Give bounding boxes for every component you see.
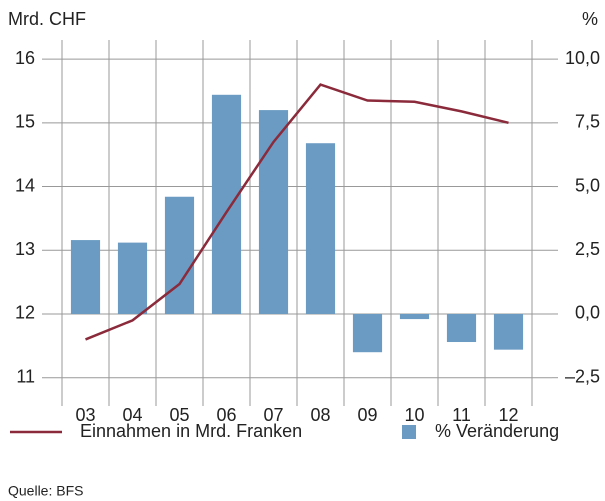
source: Quelle: BFS (8, 483, 83, 499)
y-tick-label: 15 (15, 112, 35, 132)
bar (352, 313, 383, 353)
bar (305, 143, 336, 314)
bar (446, 313, 477, 343)
y-tick-label: 12 (15, 303, 35, 323)
bar (399, 313, 430, 320)
x-tick-label: 05 (169, 405, 189, 425)
x-tick-label: 08 (310, 405, 330, 425)
x-tick-label: 11 (452, 405, 471, 425)
x-tick-label: 10 (404, 405, 424, 425)
bar (211, 94, 242, 314)
bar (117, 242, 148, 314)
y-tick-label: 14 (15, 175, 35, 195)
y2-tick-label: 10,0 (565, 48, 600, 68)
y-tick-label: 11 (16, 366, 35, 386)
x-tick-label: 03 (75, 405, 95, 425)
legend-label: % Veränderung (435, 421, 559, 441)
legend-swatch (402, 425, 416, 439)
x-tick-label: 12 (498, 405, 518, 425)
y2-axis-label: % (582, 9, 598, 29)
x-tick-label: 07 (263, 405, 283, 425)
y-tick-label: 16 (15, 48, 35, 68)
y2-tick-label: 7,5 (575, 112, 600, 132)
bar (493, 313, 524, 350)
bar (164, 196, 195, 314)
y2-tick-label: 0,0 (575, 303, 600, 323)
x-tick-label: 06 (216, 405, 236, 425)
line (85, 83, 509, 341)
y-tick-label: 13 (15, 239, 35, 259)
legend-label: Einnahmen in Mrd. Franken (80, 421, 302, 441)
y2-tick-label: 5,0 (575, 175, 600, 195)
x-tick-label: 04 (122, 405, 142, 425)
x-tick-label: 09 (357, 405, 377, 425)
bar (70, 240, 101, 314)
y-axis-label: Mrd. CHF (8, 9, 86, 29)
y2-tick-label: 2,5 (575, 239, 600, 259)
y2-tick-label: –2,5 (565, 366, 600, 386)
